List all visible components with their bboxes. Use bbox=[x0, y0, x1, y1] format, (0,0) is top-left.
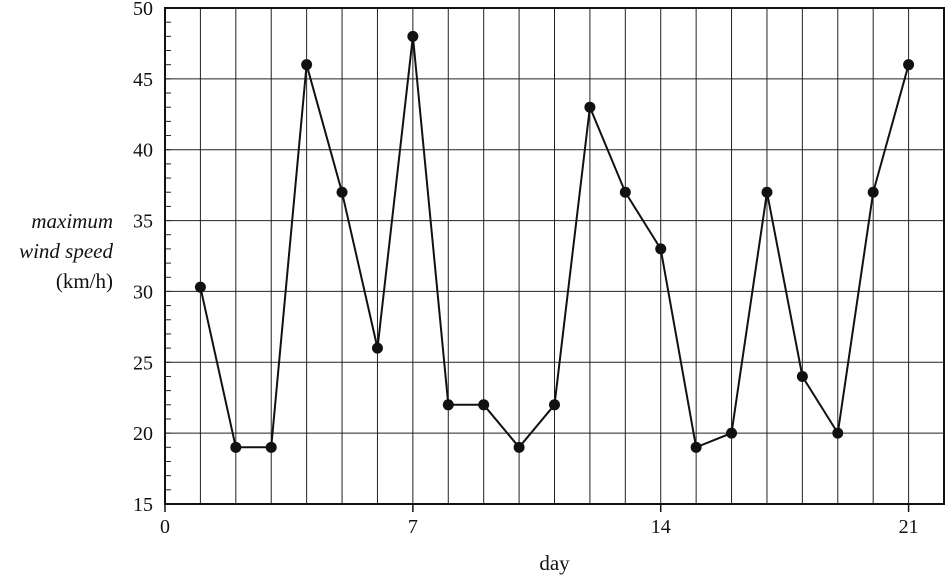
data-point bbox=[867, 186, 879, 198]
data-point bbox=[761, 186, 773, 198]
x-tick-label: 21 bbox=[899, 516, 919, 538]
y-tick-label: 35 bbox=[133, 211, 153, 233]
data-point bbox=[690, 441, 702, 453]
y-tick-label: 30 bbox=[133, 281, 153, 303]
y-tick-label: 40 bbox=[133, 140, 153, 162]
y-axis-ticks: 15 20 25 30 35 40 45 50 bbox=[133, 0, 153, 516]
data-point bbox=[832, 427, 844, 439]
data-point bbox=[619, 186, 631, 198]
data-point bbox=[301, 59, 313, 71]
data-point bbox=[478, 399, 490, 411]
data-point bbox=[194, 281, 206, 293]
data-point bbox=[336, 186, 348, 198]
y-tick-label: 15 bbox=[133, 494, 153, 516]
y-tick-label: 50 bbox=[133, 0, 153, 20]
data-point bbox=[584, 101, 596, 113]
y-axis-label-line: (km/h) bbox=[56, 269, 113, 293]
data-point bbox=[371, 342, 383, 354]
data-point bbox=[513, 441, 525, 453]
y-axis-label-line: wind speed bbox=[19, 239, 113, 263]
x-axis-ticks: 0 7 14 21 bbox=[160, 504, 919, 538]
major-grid bbox=[165, 8, 944, 504]
data-point bbox=[796, 370, 808, 382]
data-point bbox=[903, 59, 915, 71]
data-point bbox=[655, 243, 667, 255]
y-tick-label: 20 bbox=[133, 423, 153, 445]
data-points bbox=[194, 30, 915, 453]
y-axis-label: maximum wind speed (km/h) bbox=[19, 209, 113, 293]
data-point bbox=[265, 441, 277, 453]
x-tick-label: 7 bbox=[408, 516, 418, 538]
y-axis-label-line: maximum bbox=[31, 209, 113, 233]
x-axis-label: day bbox=[539, 551, 570, 575]
data-point bbox=[230, 441, 242, 453]
data-point bbox=[549, 399, 560, 411]
data-point bbox=[407, 30, 419, 42]
y-tick-label: 45 bbox=[133, 69, 153, 91]
y-tick-label: 25 bbox=[133, 352, 153, 374]
x-tick-label: 0 bbox=[160, 516, 170, 538]
x-tick-label: 14 bbox=[651, 516, 671, 538]
data-point bbox=[726, 427, 738, 439]
plot-frame bbox=[164, 7, 945, 505]
data-point bbox=[442, 399, 454, 411]
